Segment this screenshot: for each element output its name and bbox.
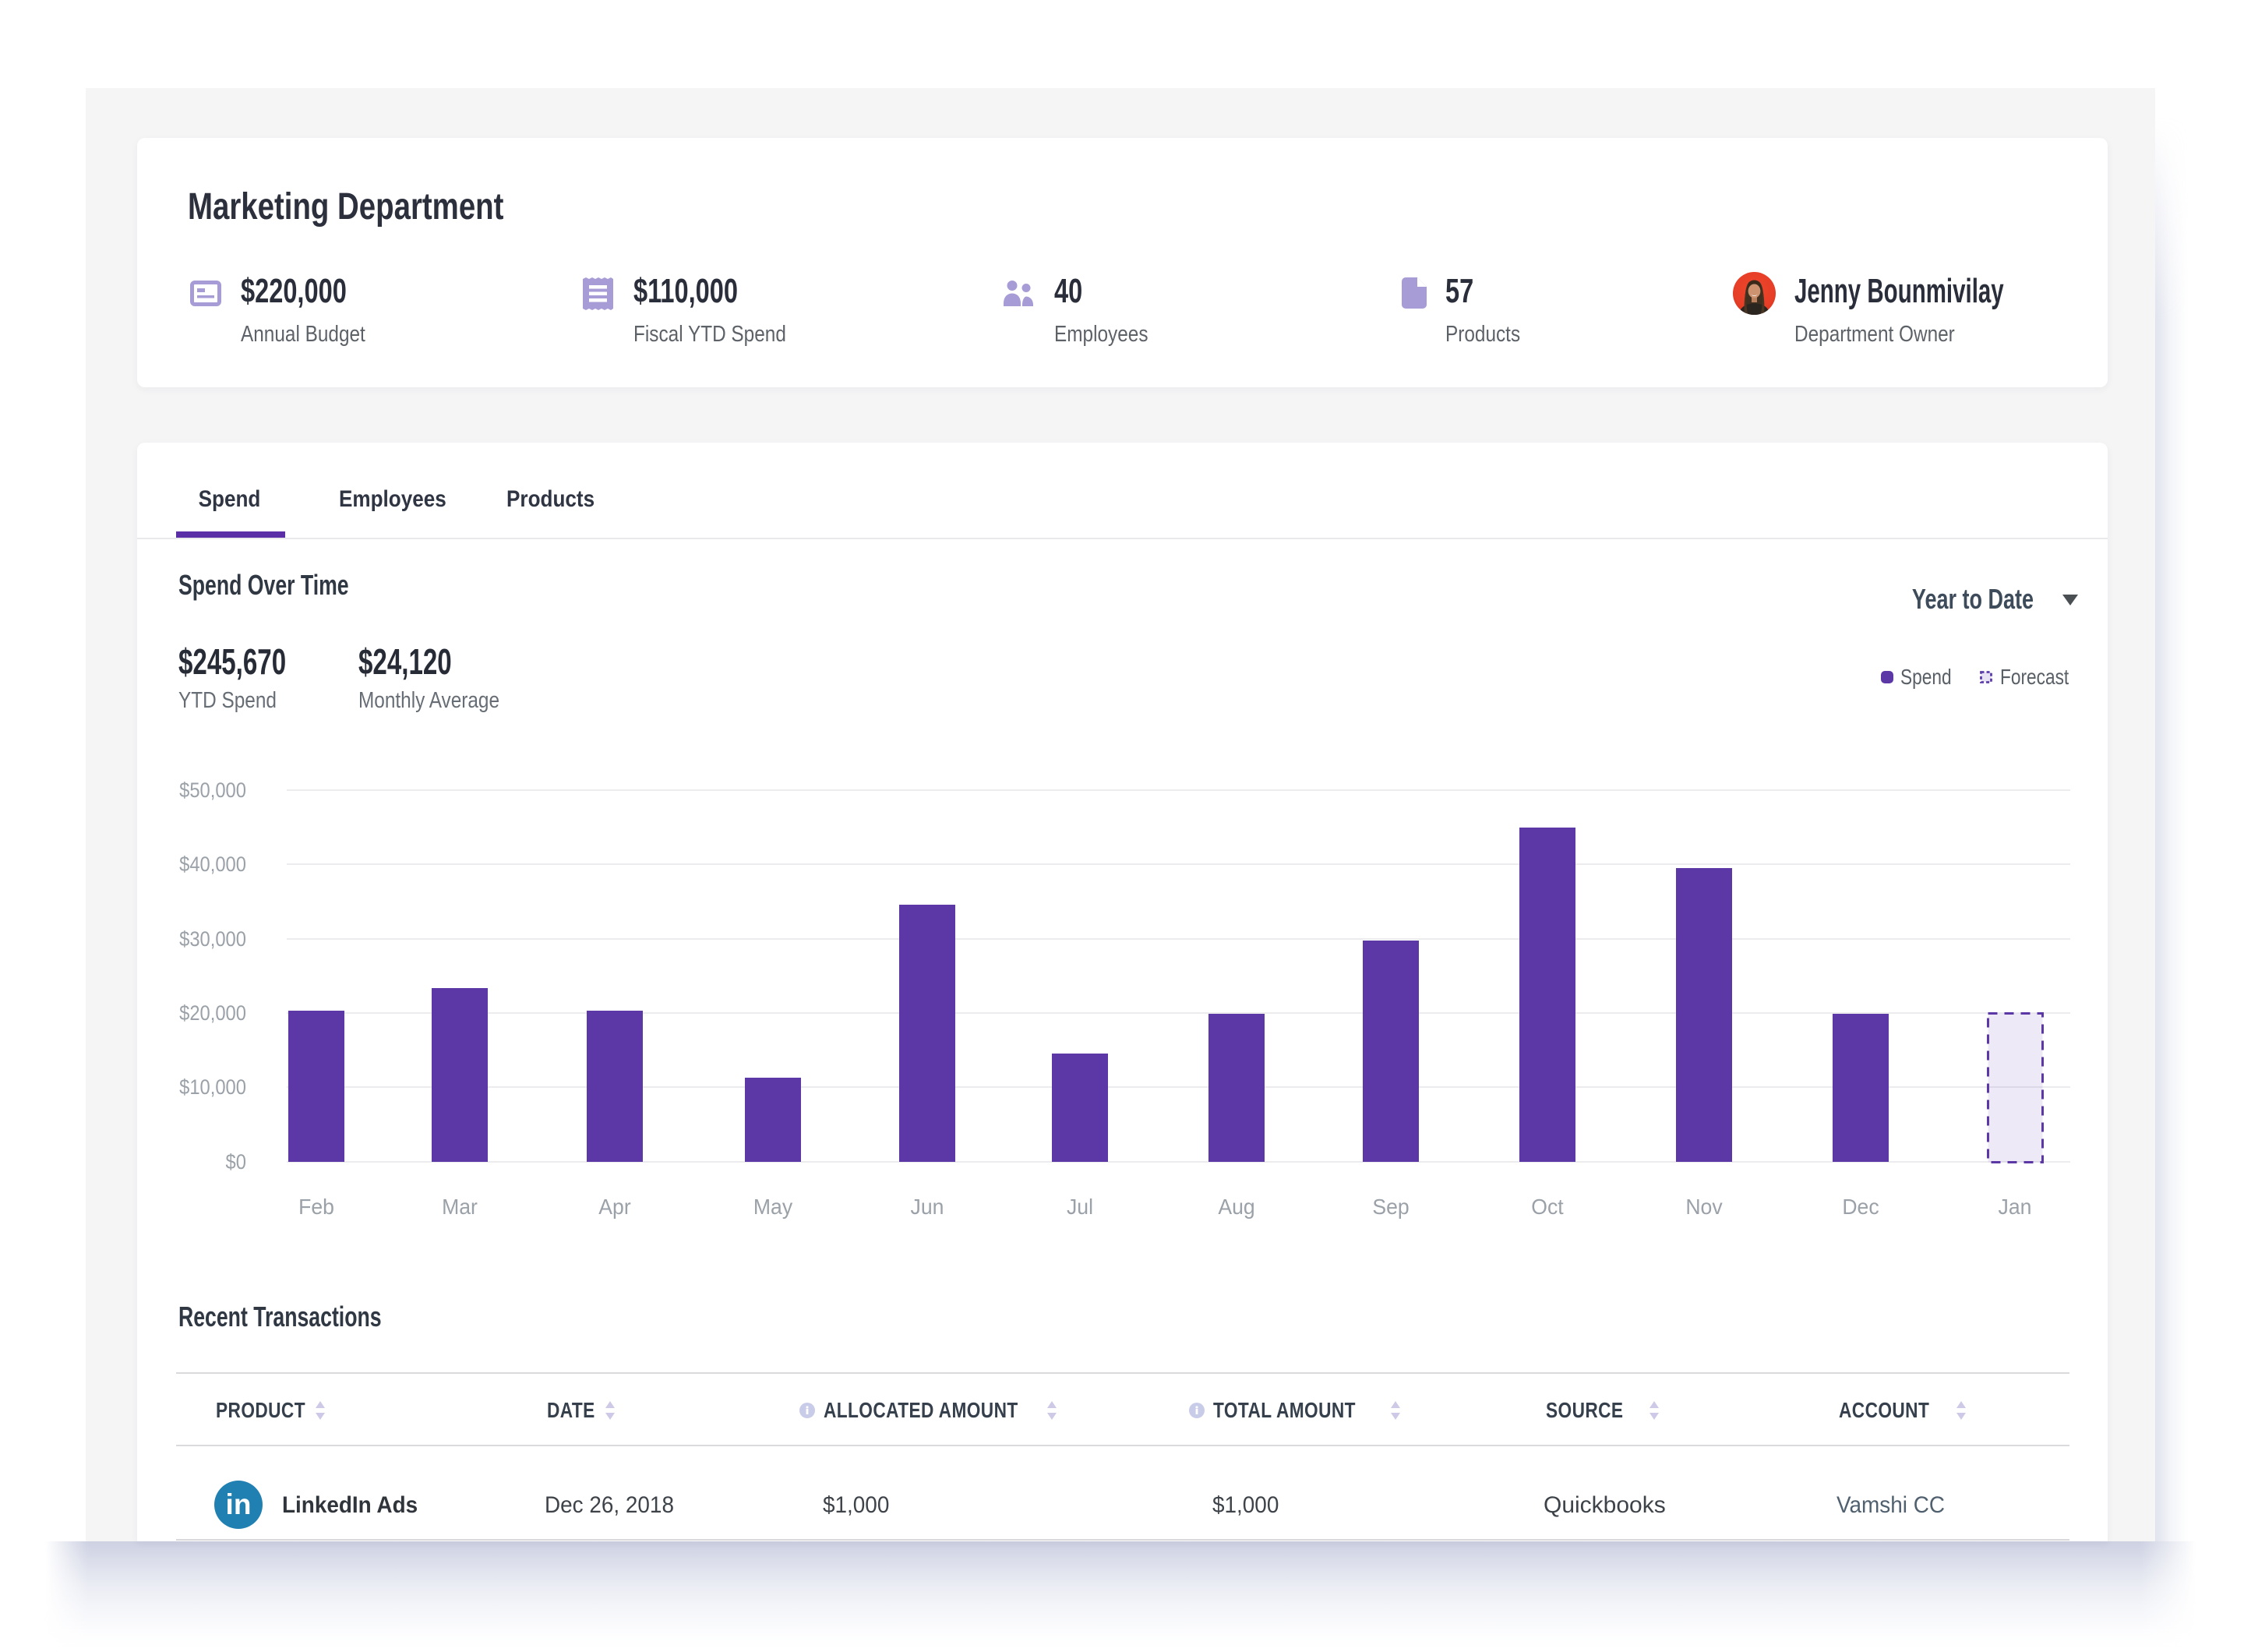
svg-text:in: in xyxy=(226,1488,252,1520)
